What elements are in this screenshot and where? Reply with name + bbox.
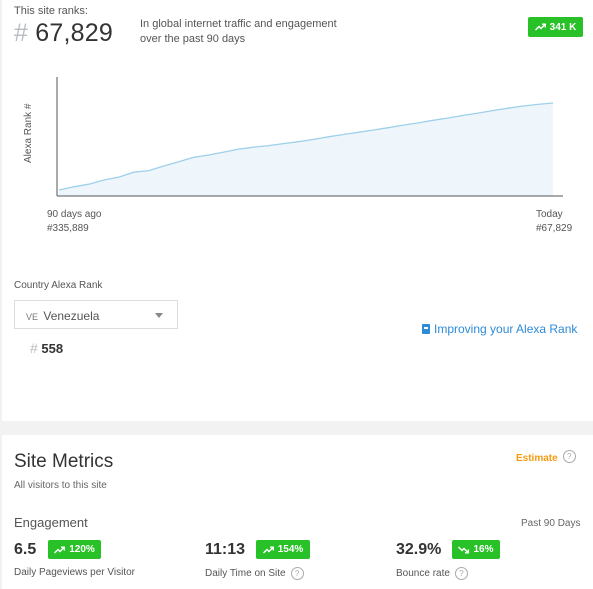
country-select-value: VE Venezuela (26, 309, 99, 323)
bounce-rate-trend-badge: 16% (452, 540, 500, 559)
country-select[interactable]: VE Venezuela (14, 300, 178, 329)
alexa-rank-card: This site ranks: # 67,829 In global inte… (2, 0, 593, 421)
rank-chart (56, 77, 563, 197)
improve-rank-link-label: Improving your Alexa Rank (434, 322, 578, 336)
pageviews-trend-badge: 120% (48, 540, 101, 559)
site-metrics-card: Site Metrics All visitors to this site E… (2, 435, 593, 589)
hash-icon: # (30, 340, 38, 356)
country-rank-number: 558 (41, 341, 64, 356)
rank-description: In global internet traffic and engagemen… (140, 17, 337, 47)
pageviews-label: Daily Pageviews per Visitor (14, 567, 135, 578)
hash-icon: # (14, 19, 29, 47)
country-code: VE (26, 312, 39, 322)
country-rank-label: Country Alexa Rank (14, 280, 103, 291)
chevron-down-icon (155, 313, 163, 318)
bounce-rate-label: Bounce rate (396, 568, 450, 580)
help-icon[interactable]: ? (562, 450, 576, 464)
country-rank-value: # 558 (30, 340, 63, 356)
global-rank-value: # 67,829 (14, 19, 113, 48)
pageviews-trend-value: 120% (69, 544, 95, 555)
country-name: Venezuela (43, 309, 100, 323)
time-on-site-trend-value: 154% (277, 544, 304, 555)
improve-rank-link[interactable]: Improving your Alexa Rank (422, 322, 577, 336)
engagement-label: Engagement (14, 515, 88, 530)
time-on-site-label: Daily Time on Site (205, 568, 286, 580)
help-icon[interactable]: ? (290, 567, 304, 580)
trend-up-icon (54, 546, 66, 554)
pageviews-value: 6.5 (14, 541, 37, 558)
site-rank-label: This site ranks: (14, 5, 88, 17)
bounce-rate-label-wrap: Bounce rate? (396, 567, 468, 580)
time-on-site-label-wrap: Daily Time on Site? (205, 567, 304, 580)
time-on-site-trend-badge: 154% (256, 540, 310, 559)
chart-x-start-value: #335,889 (47, 223, 89, 234)
bounce-rate-trend-value: 16% (473, 544, 494, 555)
period-label: Past 90 Days (521, 518, 581, 529)
chart-area-fill (59, 103, 553, 196)
help-icon[interactable]: ? (454, 567, 468, 580)
global-rank-number: 67,829 (35, 19, 113, 47)
chart-x-end-label: Today (536, 209, 563, 220)
trend-down-icon (458, 545, 470, 554)
chart-x-start-label: 90 days ago (47, 209, 102, 220)
rank-description-line2: over the past 90 days (140, 33, 246, 45)
site-metrics-subtitle: All visitors to this site (14, 480, 107, 491)
rank-trend-badge: 341 K (528, 17, 583, 37)
book-icon (422, 324, 430, 334)
trend-up-icon (262, 546, 274, 554)
bounce-rate-value: 32.9% (396, 541, 442, 558)
time-on-site-value: 11:13 (205, 541, 246, 558)
chart-x-end-value: #67,829 (536, 223, 573, 234)
trend-up-icon (534, 23, 546, 31)
chart-series-line (58, 102, 554, 191)
rank-description-line1: In global internet traffic and engagemen… (140, 18, 337, 30)
site-metrics-title: Site Metrics (14, 451, 114, 472)
estimate-label[interactable]: Estimate? (516, 448, 576, 466)
estimate-text: Estimate (516, 453, 558, 464)
rank-trend-value: 341 K (549, 21, 577, 33)
